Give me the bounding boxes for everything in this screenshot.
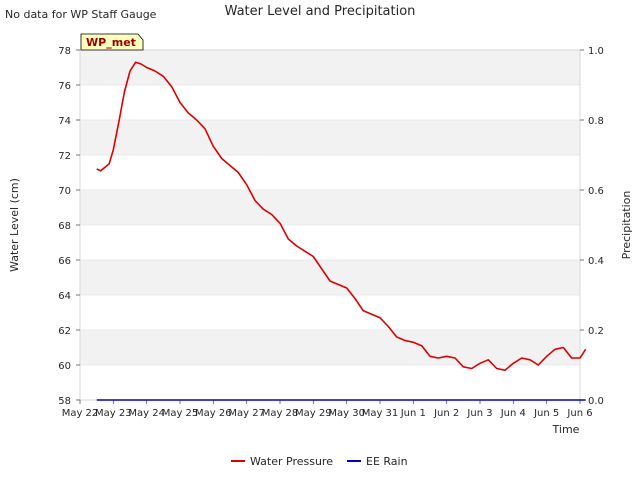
legend-label-ee-rain: EE Rain: [366, 455, 408, 468]
x-tick-label: May 22: [62, 408, 99, 419]
chart-title: Water Level and Precipitation: [225, 4, 416, 19]
x-tick-label: May 30: [328, 408, 365, 419]
grid-band: [80, 155, 580, 190]
grid-band: [80, 330, 580, 365]
y-axis-left: 58 60 62 64 66 68 70 72 74 76 78: [58, 46, 80, 407]
grid-band: [80, 365, 580, 400]
grid-band: [80, 260, 580, 295]
site-label-text: WP_met: [86, 36, 136, 49]
y2-tick-label: 0.4: [588, 256, 604, 267]
grid-band: [80, 225, 580, 260]
x-tick-label: May 31: [362, 408, 399, 419]
y-tick-label: 64: [58, 291, 71, 302]
x-tick-label: Jun 3: [466, 408, 492, 419]
x-tick-label: Jun 5: [533, 408, 559, 419]
no-data-note: No data for WP Staff Gauge: [5, 8, 157, 21]
y-tick-label: 74: [58, 116, 71, 127]
x-tick-label: Jun 1: [400, 408, 426, 419]
y-tick-label: 76: [58, 81, 71, 92]
x-tick-label: May 24: [128, 408, 165, 419]
x-tick-label: Jun 2: [433, 408, 459, 419]
y2-tick-label: 1.0: [588, 46, 604, 57]
y-tick-label: 58: [58, 396, 71, 407]
legend: Water Pressure EE Rain: [231, 455, 408, 468]
x-tick-label: Jun 6: [566, 408, 592, 419]
site-label-box: [80, 33, 144, 51]
series-layer: [96, 61, 587, 401]
legend-label-water-pressure: Water Pressure: [250, 455, 333, 468]
grid-band: [80, 295, 580, 330]
grid-band: [80, 120, 580, 155]
x-tick-label: May 26: [195, 408, 232, 419]
y2-tick-label: 0.2: [588, 326, 604, 337]
y-axis-right: 0.0 0.2 0.4 0.6 0.8 1.0: [580, 46, 604, 407]
y-tick-label: 68: [58, 221, 71, 232]
x-tick-label: Jun 4: [500, 408, 526, 419]
y2-axis-label: Precipitation: [620, 191, 633, 260]
grid-band: [80, 85, 580, 120]
x-tick-label: May 25: [162, 408, 199, 419]
y2-tick-label: 0.0: [588, 396, 604, 407]
y-tick-label: 62: [58, 326, 71, 337]
x-tick-label: May 28: [262, 408, 299, 419]
series-line-water-pressure: [96, 61, 587, 372]
y2-tick-label: 0.8: [588, 116, 604, 127]
y-tick-label: 72: [58, 151, 71, 162]
y-tick-label: 66: [58, 256, 71, 267]
y-axis-label: Water Level (cm): [8, 178, 21, 272]
y-tick-label: 60: [58, 361, 71, 372]
y-tick-label: 70: [58, 186, 71, 197]
grid-band: [80, 190, 580, 225]
plot-background-bands: [80, 50, 580, 401]
x-tick-label: May 23: [95, 408, 132, 419]
x-axis-label: Time: [552, 423, 580, 436]
x-tick-label: May 29: [295, 408, 332, 419]
site-label-tag: WP_met: [80, 33, 144, 51]
y2-tick-label: 0.6: [588, 186, 604, 197]
grid-band: [80, 50, 580, 85]
x-tick-label: May 27: [228, 408, 265, 419]
y-tick-label: 78: [58, 46, 71, 57]
